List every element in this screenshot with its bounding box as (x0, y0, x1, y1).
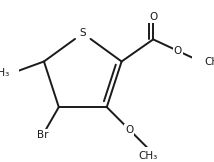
Text: CH₃: CH₃ (205, 57, 214, 67)
Text: O: O (149, 12, 157, 22)
Text: CH₃: CH₃ (0, 68, 10, 78)
Text: CH₃: CH₃ (139, 151, 158, 161)
Text: O: O (174, 46, 182, 56)
Text: O: O (125, 125, 133, 135)
Text: Br: Br (37, 130, 49, 140)
Text: S: S (79, 28, 86, 38)
